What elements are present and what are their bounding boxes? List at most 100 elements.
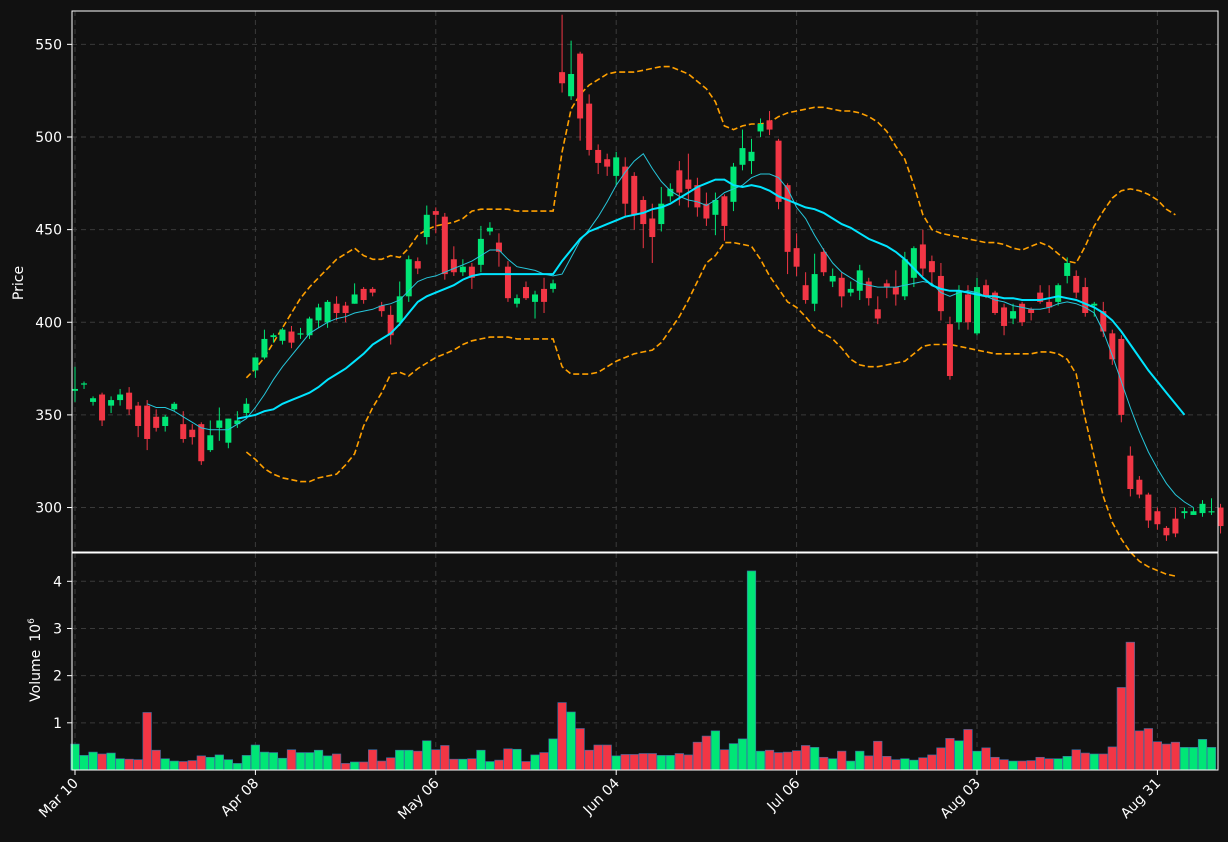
- candle-body: [360, 288, 367, 301]
- candle-body: [910, 248, 917, 278]
- volume-bar: [629, 754, 639, 771]
- volume-bar: [476, 749, 486, 771]
- volume-bar: [855, 750, 865, 771]
- candle-body: [144, 405, 151, 439]
- volume-bar: [999, 759, 1009, 771]
- volume-bar: [674, 753, 684, 771]
- volume-bar: [620, 754, 630, 771]
- candle-body: [604, 159, 611, 167]
- volume-bar: [828, 758, 838, 771]
- volume-bar: [764, 749, 775, 771]
- candle-body: [423, 214, 430, 238]
- volume-bar: [936, 747, 946, 771]
- candle-body: [297, 333, 304, 335]
- candle-body: [1064, 262, 1071, 276]
- volume-bar: [512, 748, 522, 771]
- candle-body: [766, 120, 773, 130]
- volume-bar: [214, 754, 224, 771]
- volume-bar: [656, 755, 666, 771]
- candle-body: [315, 307, 322, 321]
- candle-body: [198, 424, 205, 462]
- candle-body: [631, 175, 638, 215]
- volume-tick-label: 3: [53, 621, 62, 637]
- candle-body: [1145, 494, 1152, 521]
- candle-body: [946, 324, 953, 376]
- volume-bar: [386, 757, 396, 771]
- candle-body: [162, 416, 169, 427]
- volume-bar: [810, 747, 820, 771]
- volume-bar: [719, 749, 730, 771]
- volume-bar: [683, 754, 693, 771]
- price-tick-label: 450: [35, 223, 62, 239]
- candle-body: [649, 218, 656, 238]
- volume-bar: [963, 729, 973, 771]
- volume-bar: [1017, 760, 1027, 771]
- volume-bar: [665, 755, 675, 771]
- volume-bar: [313, 749, 324, 771]
- volume-bar: [954, 740, 964, 771]
- volume-bar: [277, 757, 288, 771]
- volume-bar: [187, 760, 197, 771]
- volume-bar: [1116, 687, 1126, 771]
- candle-body: [703, 203, 710, 219]
- candle-body: [1190, 511, 1197, 515]
- volume-bar: [160, 758, 170, 771]
- volume-bar: [458, 758, 468, 771]
- candle-body: [1217, 507, 1224, 527]
- volume-bar: [322, 755, 333, 771]
- candle-body: [1019, 303, 1026, 323]
- volume-bar: [142, 712, 152, 771]
- volume-bar: [891, 759, 901, 771]
- candle-body: [441, 216, 448, 275]
- candle-body: [171, 403, 178, 410]
- volume-bar: [395, 749, 405, 771]
- candle-body: [1136, 479, 1143, 495]
- volume-bar: [918, 757, 928, 771]
- candle-body: [748, 151, 755, 162]
- candle-body: [622, 166, 629, 204]
- volume-bar: [1053, 758, 1063, 771]
- volume-bar: [295, 752, 306, 771]
- volume-bar: [1125, 641, 1135, 771]
- volume-bar: [755, 750, 766, 771]
- volume-bar: [485, 761, 495, 771]
- candle-body: [135, 405, 142, 427]
- candle-body: [829, 275, 836, 282]
- volume-bar: [728, 743, 739, 771]
- volume-bar: [981, 747, 991, 771]
- price-tick-label: 300: [35, 501, 62, 517]
- candle-body: [1055, 285, 1062, 302]
- volume-bar: [990, 756, 1000, 771]
- price-tick-label: 350: [35, 408, 62, 424]
- candle-body: [1082, 287, 1089, 313]
- volume-bar: [178, 761, 188, 771]
- volume-tick-label: 1: [53, 716, 62, 732]
- price-tick-label: 500: [35, 130, 62, 146]
- candle-body: [892, 287, 899, 295]
- volume-bar: [1035, 756, 1045, 771]
- volume-bar: [331, 753, 342, 771]
- volume-bar: [250, 744, 261, 771]
- moving-averages: [147, 152, 1194, 508]
- volume-bar: [169, 760, 179, 771]
- volume-bar: [1089, 753, 1099, 771]
- candle-body: [992, 292, 999, 313]
- candle-body: [667, 188, 674, 197]
- candle-body: [983, 285, 990, 297]
- candle-body: [883, 283, 890, 288]
- candle-body: [1100, 311, 1107, 332]
- candle-body: [117, 394, 124, 401]
- volume-bar: [801, 745, 811, 771]
- volume-bar: [972, 750, 982, 771]
- volume-bar: [97, 753, 107, 771]
- volume-bar: [79, 755, 89, 771]
- candle-body: [1154, 511, 1161, 525]
- candle-body: [1028, 309, 1035, 313]
- candle-body: [216, 420, 223, 428]
- candle-body: [396, 296, 403, 323]
- candlesticks: [72, 14, 1224, 541]
- candle-body: [1172, 518, 1179, 534]
- candle-body: [937, 275, 944, 312]
- candle-body: [108, 400, 115, 406]
